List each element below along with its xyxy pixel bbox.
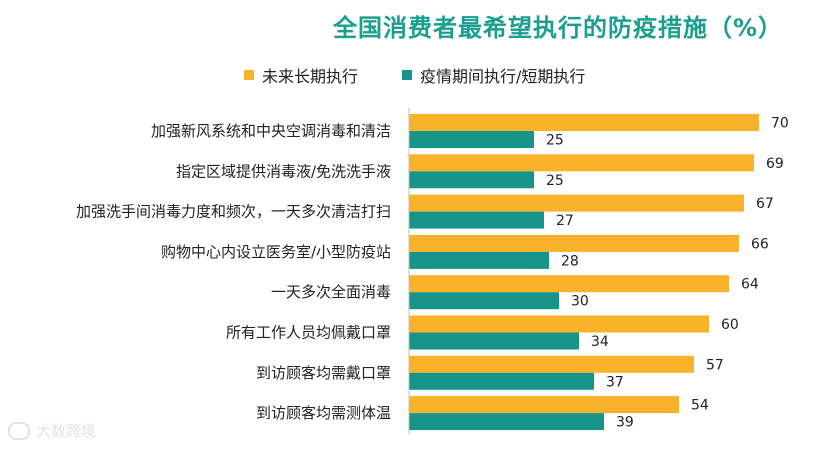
legend-label-long-term: 未来长期执行 [262,67,359,86]
bar-short-term [409,211,544,229]
category-label: 指定区域提供消毒液/免洗洗手液 [176,162,391,180]
value-label-short-term: 25 [546,133,564,149]
bar-long-term [409,194,744,212]
chart-title: 全国消费者最希望执行的防疫措施（%） [332,14,783,42]
value-label-long-term: 69 [766,156,784,172]
bar-short-term [409,292,559,310]
bar-long-term [409,396,679,414]
value-label-long-term: 64 [741,277,759,293]
legend-swatch-long-term [244,70,254,80]
bar-long-term [409,355,694,373]
value-label-short-term: 30 [571,294,589,310]
bar-short-term [409,413,604,431]
value-label-long-term: 67 [756,196,774,212]
bar-long-term [409,315,709,333]
watermark: 大数跨境 [8,420,96,441]
value-label-long-term: 66 [751,236,769,252]
value-label-long-term: 54 [691,398,709,414]
category-label: 加强新风系统和中央空调消毒和清洁 [151,122,391,140]
category-label: 购物中心内设立医务室/小型防疫站 [161,243,391,261]
bar-long-term [409,234,739,252]
legend-label-short-term: 疫情期间执行/短期执行 [420,67,586,86]
value-label-short-term: 25 [546,173,564,189]
value-label-long-term: 57 [706,357,724,373]
legend-item-long-term: 未来长期执行 [244,63,358,87]
bar-short-term [409,171,534,189]
value-label-short-term: 34 [591,334,609,350]
legend-item-short-term: 疫情期间执行/短期执行 [402,63,585,87]
value-label-short-term: 28 [561,253,579,269]
value-label-short-term: 39 [616,415,634,431]
bar-short-term [409,131,534,148]
bar-long-term [409,275,729,293]
watermark-text: 大数跨境 [36,422,97,440]
bar-short-term [409,372,594,390]
value-label-short-term: 27 [556,213,574,229]
bar-short-term [409,251,549,269]
value-label-short-term: 37 [606,374,624,390]
bar-long-term [409,114,759,131]
category-label: 一天多次全面消毒 [271,283,391,301]
bar-long-term [409,154,754,172]
category-label: 所有工作人员均佩戴口罩 [226,324,391,342]
category-label: 到访顾客均需戴口罩 [256,364,391,382]
category-label: 加强洗手间消毒力度和频次，一天多次清洁打扫 [76,203,391,221]
value-label-long-term: 70 [771,116,789,132]
category-label: 到访顾客均需测体温 [256,404,391,422]
bar-short-term [409,332,579,350]
chart-legend: 未来长期执行 疫情期间执行/短期执行 [244,63,629,87]
value-label-long-term: 60 [721,317,739,333]
watermark-logo-icon [8,421,30,440]
legend-swatch-short-term [402,70,413,80]
